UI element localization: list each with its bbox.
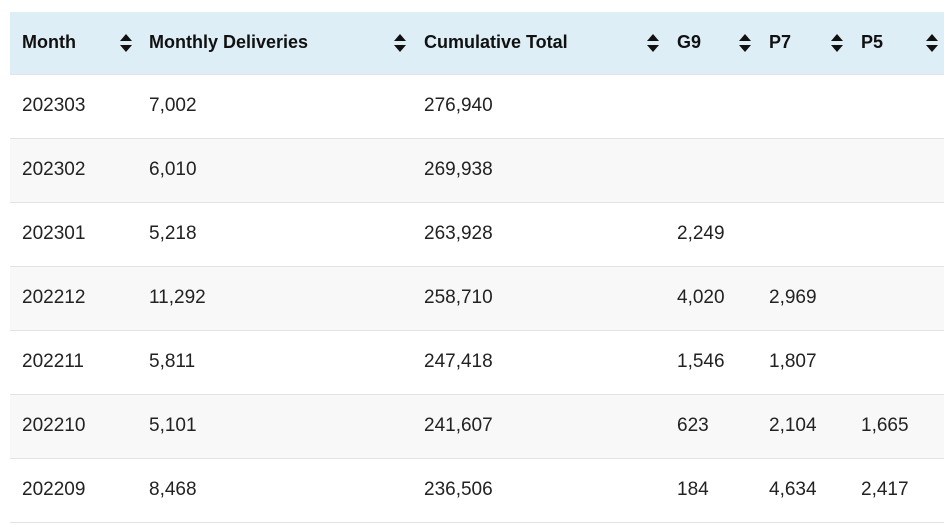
column-header-label: P7 (769, 32, 792, 53)
header-row: Month Monthly Deliveries Cumulative Tota… (10, 12, 944, 74)
column-header-label: Monthly Deliveries (149, 32, 309, 53)
column-header-p7[interactable]: P7 (757, 12, 849, 74)
cell-p5 (849, 138, 944, 202)
cell-p7: 2,104 (769, 415, 817, 436)
sort-icon[interactable] (646, 33, 660, 53)
cell-p7 (757, 138, 849, 202)
cell-cumulative-total: 241,607 (424, 415, 493, 436)
column-header-label: G9 (677, 32, 702, 53)
cell-p5: 1,665 (861, 415, 909, 436)
cell-month: 202210 (22, 415, 86, 436)
column-header-cumulative-total[interactable]: Cumulative Total (412, 12, 665, 74)
cell-cumulative-total: 258,710 (424, 287, 493, 308)
cell-p5 (849, 266, 944, 330)
cell-monthly-deliveries: 11,292 (149, 287, 206, 308)
deliveries-table: Month Monthly Deliveries Cumulative Tota… (10, 12, 944, 523)
cell-g9: 1,546 (677, 351, 725, 372)
table-body: 202303 7,002 276,940 202302 6,010 269,93… (10, 74, 944, 522)
column-header-label: P5 (861, 32, 884, 53)
cell-p7: 4,634 (769, 479, 817, 500)
table-row: 202209 8,468 236,506 184 4,634 2,417 (10, 458, 944, 522)
table-row: 202212 11,292 258,710 4,020 2,969 (10, 266, 944, 330)
cell-month: 202302 (22, 159, 86, 180)
sort-icon[interactable] (830, 33, 844, 53)
cell-cumulative-total: 269,938 (424, 159, 493, 180)
cell-g9: 623 (677, 415, 709, 436)
cell-month: 202212 (22, 287, 86, 308)
column-header-g9[interactable]: G9 (665, 12, 757, 74)
cell-g9 (665, 138, 757, 202)
cell-p7: 1,807 (769, 351, 817, 372)
table-row: 202211 5,811 247,418 1,546 1,807 (10, 330, 944, 394)
cell-cumulative-total: 276,940 (424, 95, 493, 116)
table-row: 202302 6,010 269,938 (10, 138, 944, 202)
sort-icon[interactable] (738, 33, 752, 53)
cell-monthly-deliveries: 5,811 (149, 351, 196, 372)
cell-p7 (757, 202, 849, 266)
cell-p7 (757, 74, 849, 138)
cell-monthly-deliveries: 8,468 (149, 479, 197, 500)
table-row: 202301 5,218 263,928 2,249 (10, 202, 944, 266)
column-header-label: Month (22, 32, 76, 53)
cell-g9: 4,020 (677, 287, 725, 308)
cell-cumulative-total: 263,928 (424, 223, 493, 244)
cell-p5 (849, 202, 944, 266)
sort-icon[interactable] (119, 33, 133, 53)
cell-p5: 2,417 (861, 479, 909, 500)
cell-monthly-deliveries: 7,002 (149, 95, 197, 116)
table-header: Month Monthly Deliveries Cumulative Tota… (10, 12, 944, 74)
table-row: 202210 5,101 241,607 623 2,104 1,665 (10, 394, 944, 458)
cell-g9: 184 (677, 479, 709, 500)
cell-month: 202211 (22, 351, 84, 372)
column-header-label: Cumulative Total (424, 32, 568, 53)
cell-month: 202209 (22, 479, 86, 500)
sort-icon[interactable] (925, 33, 939, 53)
column-header-monthly-deliveries[interactable]: Monthly Deliveries (137, 12, 412, 74)
cell-monthly-deliveries: 6,010 (149, 159, 197, 180)
sort-icon[interactable] (393, 33, 407, 53)
column-header-month[interactable]: Month (10, 12, 137, 74)
cell-monthly-deliveries: 5,101 (149, 415, 197, 436)
cell-g9: 2,249 (677, 223, 725, 244)
table-row: 202303 7,002 276,940 (10, 74, 944, 138)
cell-p5 (849, 330, 944, 394)
cell-p7: 2,969 (769, 287, 817, 308)
cell-month: 202301 (22, 223, 86, 244)
column-header-p5[interactable]: P5 (849, 12, 944, 74)
cell-month: 202303 (22, 95, 86, 116)
cell-cumulative-total: 247,418 (424, 351, 493, 372)
cell-p5 (849, 74, 944, 138)
cell-cumulative-total: 236,506 (424, 479, 493, 500)
cell-g9 (665, 74, 757, 138)
cell-monthly-deliveries: 5,218 (149, 223, 197, 244)
